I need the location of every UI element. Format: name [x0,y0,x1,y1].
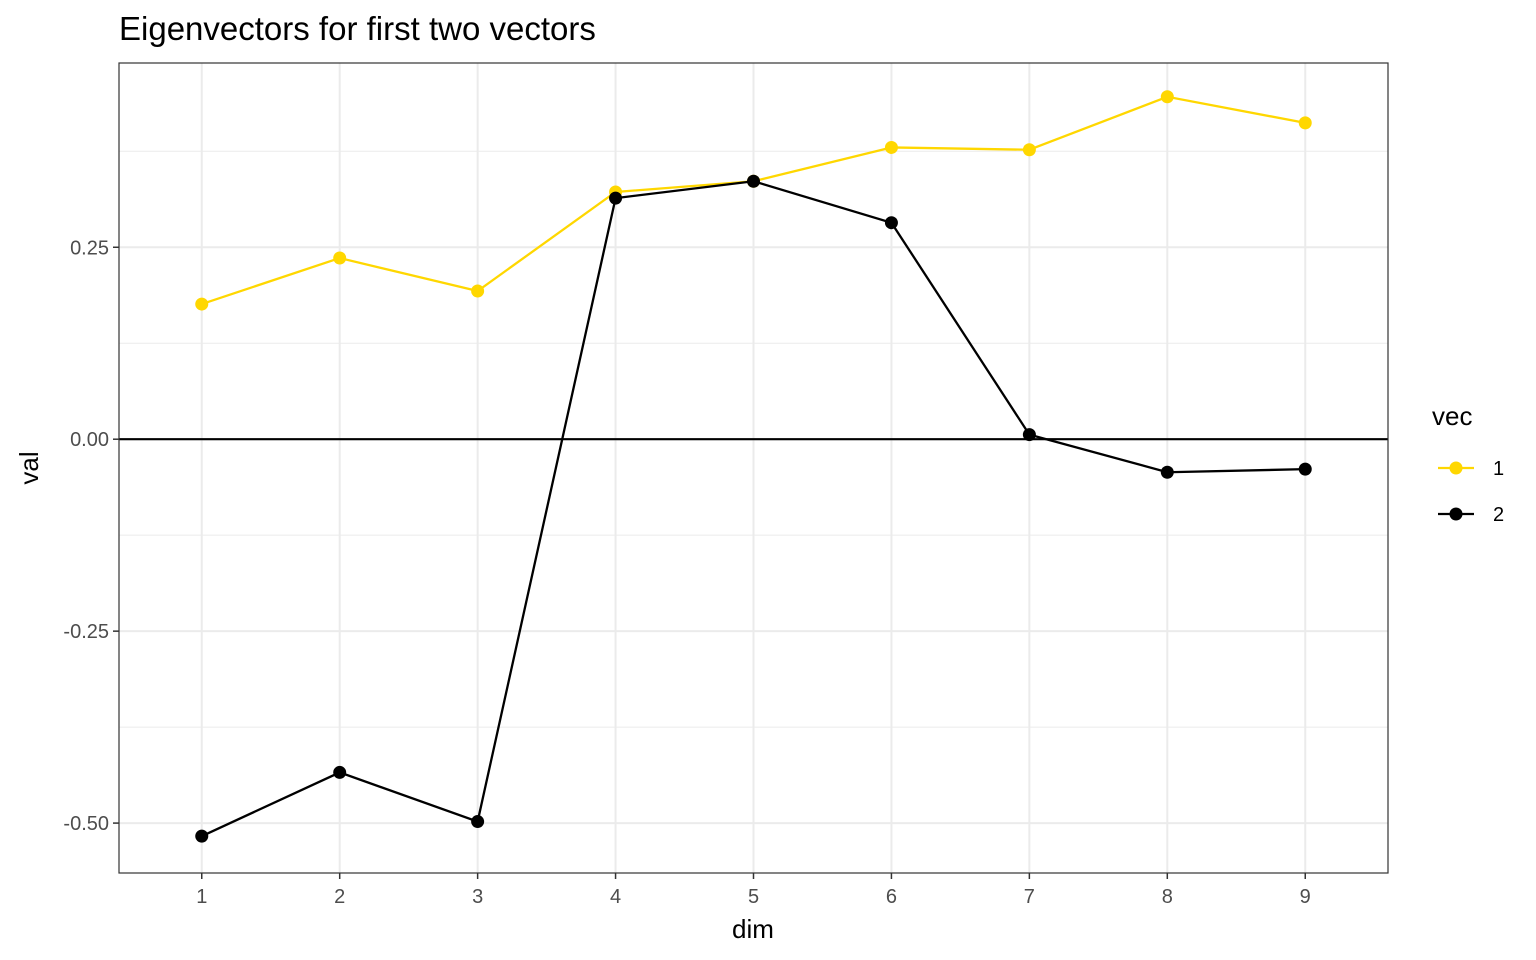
data-point [747,174,760,188]
y-tick-label: 0.00 [70,429,109,451]
legend-key-point [1449,507,1463,521]
data-point [471,815,485,829]
y-tick-label: 0.25 [70,237,109,259]
data-point [1022,143,1036,157]
x-tick-label: 3 [472,886,483,908]
data-point [884,140,898,154]
panel-border [118,62,1389,874]
x-tick-label: 4 [610,886,621,908]
legend-title: vec [1432,401,1472,431]
legend: vec 1 2 [1432,401,1504,526]
x-tick-label: 1 [196,886,207,908]
data-point [1160,465,1174,479]
data-point [195,829,209,843]
legend-key-point [1449,461,1463,475]
data-point [884,216,898,230]
data-point [195,297,209,311]
x-tick-label: 7 [1024,886,1035,908]
y-tick-label: -0.50 [63,813,109,835]
plot-area: -0.50 -0.25 0.00 0.25 1 2 3 4 5 6 7 8 9 [63,62,1389,908]
x-tick-label: 5 [748,886,759,908]
data-point [1298,462,1312,476]
data-point [1022,428,1036,442]
legend-label: 2 [1493,504,1504,526]
chart-title: Eigenvectors for first two vectors [119,10,596,47]
data-point [1160,90,1174,104]
x-tick-label: 6 [886,886,897,908]
data-point [471,284,485,298]
x-tick-label: 9 [1300,886,1311,908]
y-tick-label: -0.25 [63,621,109,643]
data-point [333,765,347,779]
data-point [609,191,623,205]
legend-label: 1 [1493,458,1504,480]
x-tick-label: 8 [1162,886,1173,908]
data-point [1298,116,1312,130]
x-axis-title: dim [732,914,774,944]
x-tick-label: 2 [334,886,345,908]
data-point [333,251,347,265]
y-axis-title: val [14,451,44,484]
